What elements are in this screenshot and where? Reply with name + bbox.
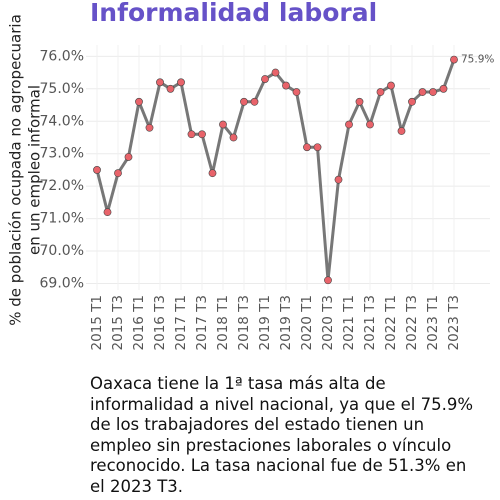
x-tick-label: 2019 T3 (278, 295, 294, 350)
caption: Oaxaca tiene la 1ª tasa más alta de info… (90, 374, 474, 496)
chart: Informalidad laboral % de población ocup… (7, 0, 495, 350)
point (418, 88, 427, 96)
point (303, 143, 311, 152)
point (271, 68, 280, 77)
y-axis-title: % de población ocupada no agropecuaria (7, 14, 25, 326)
x-tick-label: 2018 T1 (215, 295, 231, 350)
point (334, 175, 343, 184)
y-tick-label: 72.0% (40, 178, 84, 194)
x-tick-label: 2023 T1 (425, 295, 441, 350)
y-tick-label: 70.0% (40, 243, 84, 259)
x-tick-label: 2016 T3 (152, 295, 168, 350)
x-tick-label: 2020 T1 (299, 295, 315, 350)
point (450, 55, 458, 64)
point (366, 120, 374, 129)
x-tick-label: 2018 T3 (236, 295, 252, 350)
point (93, 166, 101, 174)
x-tick-label: 2017 T1 (173, 295, 189, 350)
point (229, 133, 238, 142)
point (156, 78, 164, 87)
point (345, 120, 353, 129)
point (208, 169, 217, 178)
point (387, 81, 395, 90)
point (177, 78, 185, 87)
x-tick-label: 2017 T3 (194, 295, 210, 350)
point (376, 88, 385, 96)
x-tick-label: 2019 T1 (257, 295, 273, 350)
x-tick-label: 2016 T1 (131, 295, 147, 350)
x-tick-label: 2021 T3 (362, 295, 378, 350)
chart-title: Informalidad laboral (90, 0, 377, 27)
y-tick-label: 73.0% (40, 146, 84, 162)
x-tick-label: 2022 T3 (404, 295, 420, 350)
point (124, 153, 133, 161)
point (292, 88, 301, 96)
point (103, 208, 112, 217)
point (145, 123, 154, 132)
y-tick-label: 74.0% (40, 113, 84, 129)
x-tick-label: 2015 T3 (110, 295, 126, 350)
point (187, 130, 196, 139)
y-tick-label: 69.0% (40, 276, 84, 292)
point (114, 169, 122, 178)
x-tick-label: 2020 T3 (320, 295, 336, 350)
point (135, 97, 143, 106)
y-axis-title: en un empleo informal (26, 85, 44, 255)
point (355, 97, 364, 106)
point (240, 97, 248, 106)
point (408, 97, 416, 106)
x-tick-label: 2021 T1 (341, 295, 357, 350)
point (439, 84, 448, 93)
point (282, 81, 290, 90)
x-tick-label: 2023 T3 (446, 295, 462, 350)
x-tick-label: 2015 T1 (89, 295, 105, 350)
value-label: 75.9% (461, 54, 494, 66)
point (219, 120, 227, 129)
point (397, 127, 406, 135)
y-tick-label: 75.0% (40, 81, 84, 97)
y-tick-label: 71.0% (40, 211, 84, 227)
point (250, 97, 259, 106)
point (313, 143, 322, 152)
y-tick-label: 76.0% (40, 48, 84, 64)
x-tick-label: 2022 T1 (383, 295, 399, 350)
point (324, 276, 332, 285)
line (95, 59, 456, 282)
point (198, 130, 206, 139)
point (166, 84, 175, 93)
point (261, 75, 269, 83)
point (429, 88, 437, 96)
